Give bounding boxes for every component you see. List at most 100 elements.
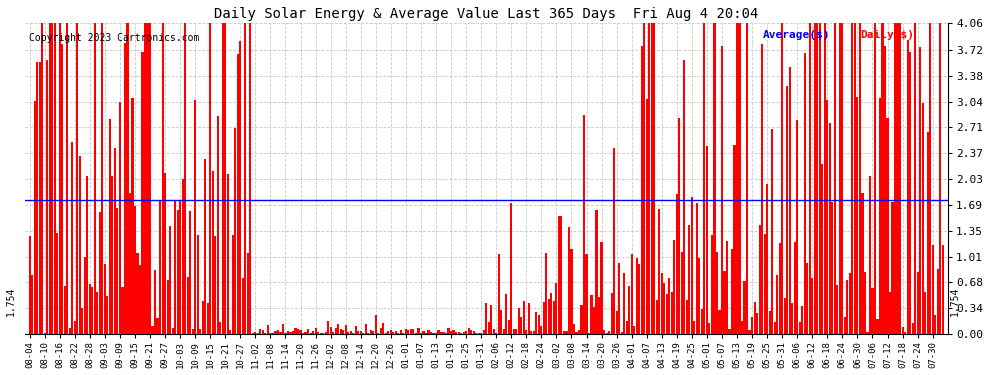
Bar [430,332,432,334]
Bar [109,119,111,334]
Bar [347,332,349,334]
Bar [34,102,36,334]
Bar [219,322,222,334]
Bar [380,328,382,334]
Bar [49,24,50,334]
Bar [385,333,387,334]
Bar [94,24,96,334]
Bar [47,60,49,334]
Bar [425,333,427,334]
Bar [142,52,144,334]
Bar [294,328,297,334]
Bar [104,264,106,334]
Bar [387,331,389,334]
Bar [176,210,179,334]
Bar [181,179,184,334]
Bar [305,332,307,334]
Bar [151,326,153,334]
Bar [154,270,156,334]
Bar [259,329,261,334]
Bar [472,331,474,334]
Bar [545,253,547,334]
Bar [842,24,843,334]
Text: Copyright 2023 Cartronics.com: Copyright 2023 Cartronics.com [30,33,200,43]
Bar [837,285,839,334]
Bar [688,225,690,334]
Bar [36,62,39,334]
Bar [796,120,798,334]
Bar [531,331,533,334]
Bar [330,327,332,334]
Bar [853,24,856,334]
Bar [588,333,590,334]
Bar [633,326,636,334]
Bar [310,333,312,334]
Bar [573,324,575,334]
Bar [902,327,904,334]
Bar [874,24,876,334]
Bar [628,286,631,334]
Bar [663,283,665,334]
Bar [287,331,289,334]
Bar [498,254,500,334]
Bar [560,216,562,334]
Bar [932,245,934,334]
Bar [267,325,269,334]
Bar [297,328,299,334]
Bar [879,98,881,334]
Bar [76,24,78,334]
Bar [645,99,647,334]
Bar [114,148,116,334]
Bar [924,291,927,334]
Bar [846,280,848,334]
Bar [660,273,663,334]
Bar [639,264,641,334]
Bar [359,331,361,334]
Bar [917,272,919,334]
Bar [332,332,335,334]
Bar [603,330,605,334]
Bar [671,292,673,334]
Bar [696,203,698,334]
Bar [526,330,528,334]
Bar [894,24,896,334]
Bar [312,331,314,334]
Bar [375,315,377,334]
Bar [520,317,523,334]
Bar [81,308,83,334]
Bar [249,24,251,334]
Bar [53,24,55,334]
Bar [743,280,745,334]
Bar [397,333,399,334]
Bar [593,307,595,334]
Bar [508,320,510,334]
Bar [703,24,706,334]
Bar [678,118,680,334]
Bar [485,303,487,334]
Bar [758,225,760,334]
Bar [776,275,778,334]
Bar [282,324,284,334]
Bar [736,24,739,334]
Bar [778,243,781,334]
Bar [691,197,693,334]
Bar [315,328,317,334]
Bar [407,330,410,334]
Bar [716,252,718,334]
Bar [907,40,909,334]
Bar [598,297,600,334]
Bar [909,52,911,334]
Bar [719,310,721,334]
Bar [207,303,209,334]
Bar [541,326,543,334]
Bar [811,278,814,334]
Bar [768,311,770,334]
Bar [435,333,437,334]
Bar [876,319,878,334]
Bar [799,322,801,334]
Bar [264,333,266,334]
Bar [922,103,924,334]
Bar [822,164,824,334]
Bar [156,318,158,334]
Bar [477,333,480,334]
